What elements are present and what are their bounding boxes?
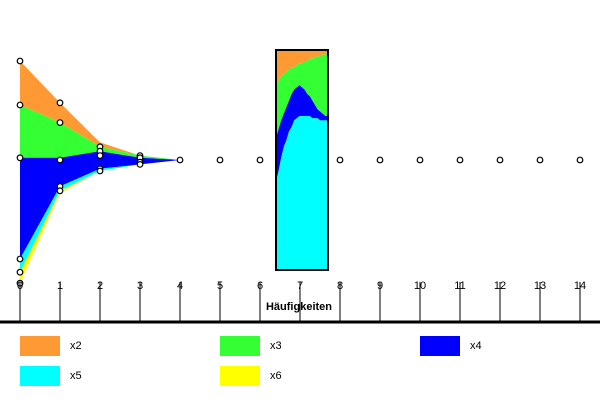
x-tick-label: 2 bbox=[97, 280, 103, 292]
data-marker bbox=[96, 167, 104, 175]
legend: x2 x3 x4 x5 x6 bbox=[0, 333, 600, 393]
x-tick-label: 10 bbox=[414, 280, 426, 292]
data-marker bbox=[16, 154, 24, 162]
data-marker bbox=[376, 156, 384, 164]
zoom-panel bbox=[275, 49, 329, 271]
stream-band-x3 bbox=[20, 105, 180, 160]
data-marker bbox=[496, 156, 504, 164]
legend-label-x3: x3 bbox=[270, 340, 282, 352]
legend-item-x3: x3 bbox=[220, 335, 282, 357]
legend-label-x5: x5 bbox=[70, 370, 82, 382]
zoom-band-x4 bbox=[276, 85, 328, 182]
data-marker bbox=[56, 119, 64, 126]
data-marker bbox=[56, 156, 64, 164]
zoom-band-x5 bbox=[276, 116, 328, 270]
legend-swatch-x3 bbox=[220, 336, 260, 356]
zoom-band-x3 bbox=[276, 54, 328, 138]
data-markers bbox=[16, 57, 584, 287]
legend-item-x4: x4 bbox=[420, 335, 482, 357]
legend-swatch-x2 bbox=[20, 336, 60, 356]
legend-label-x4: x4 bbox=[470, 340, 482, 352]
x-tick-label: 12 bbox=[494, 280, 506, 292]
data-marker bbox=[256, 156, 264, 164]
stream-band-x2 bbox=[20, 61, 180, 160]
data-marker bbox=[216, 156, 224, 164]
data-marker bbox=[56, 187, 64, 195]
data-marker bbox=[336, 156, 344, 164]
stream-band-x4 bbox=[20, 151, 180, 259]
legend-swatch-x6 bbox=[220, 366, 260, 386]
data-marker bbox=[456, 156, 464, 164]
legend-label-x2: x2 bbox=[70, 340, 82, 352]
x-tick-label: 6 bbox=[257, 280, 263, 292]
x-tick-label: 7 bbox=[297, 280, 303, 292]
x-tick-label: 3 bbox=[137, 280, 143, 292]
x-axis-title: Häufigkeiten bbox=[266, 301, 332, 313]
legend-swatch-x4 bbox=[420, 336, 460, 356]
zoom-band-x2 bbox=[276, 50, 328, 90]
x-tick-label: 13 bbox=[534, 280, 546, 292]
zoom-frame bbox=[275, 49, 329, 271]
x-axis: 0 1 2 3 4 5 6 7 8 9 10 11 12 13 14 bbox=[0, 280, 600, 324]
legend-item-x2: x2 bbox=[20, 335, 82, 357]
x-tick-label: 8 bbox=[337, 280, 343, 292]
x-tick-label: 4 bbox=[177, 280, 183, 292]
data-marker bbox=[416, 156, 424, 164]
data-marker bbox=[176, 156, 184, 164]
data-marker bbox=[536, 156, 544, 164]
data-marker bbox=[16, 268, 24, 276]
x-tick-label: 0 bbox=[17, 280, 23, 292]
legend-label-x6: x6 bbox=[270, 370, 282, 382]
data-marker bbox=[16, 101, 24, 109]
x-tick-label: 14 bbox=[574, 280, 586, 292]
data-marker bbox=[96, 152, 104, 160]
legend-item-x5: x5 bbox=[20, 365, 82, 387]
x-tick-label: 11 bbox=[454, 280, 465, 292]
x-tick-label: 5 bbox=[217, 280, 223, 292]
x-tick-label: 1 bbox=[57, 280, 63, 292]
data-marker bbox=[136, 160, 144, 168]
x-tick-label: 9 bbox=[377, 280, 383, 292]
legend-swatch-x5 bbox=[20, 366, 60, 386]
data-marker bbox=[576, 156, 584, 164]
data-marker bbox=[16, 57, 24, 65]
data-marker bbox=[16, 255, 24, 263]
data-marker bbox=[56, 99, 64, 107]
legend-item-x6: x6 bbox=[220, 365, 282, 387]
